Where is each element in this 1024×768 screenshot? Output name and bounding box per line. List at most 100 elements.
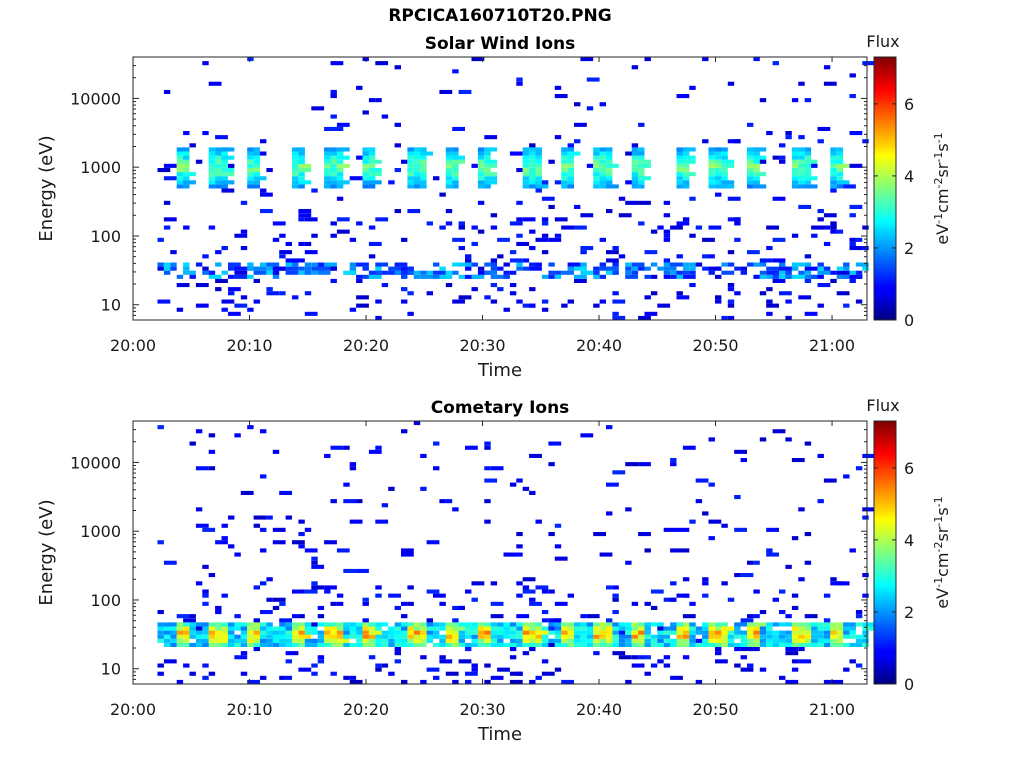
flux-cell [362, 151, 369, 156]
flux-cell [228, 626, 235, 631]
flux-cell [830, 679, 844, 684]
flux-cell [401, 299, 408, 304]
flux-cell [593, 651, 600, 656]
flux-cell [298, 176, 305, 181]
flux-cell [727, 303, 735, 308]
flux-cell [554, 523, 562, 528]
flux-cell [541, 671, 555, 676]
flux-cell [804, 626, 812, 631]
flux-cell [849, 246, 863, 251]
flux-cell [631, 634, 639, 639]
flux-cell [772, 630, 779, 635]
flux-cell [253, 151, 260, 156]
flux-cell [477, 622, 485, 627]
flux-cell [599, 642, 606, 647]
flux-cell [644, 601, 651, 606]
flux-cell [420, 679, 427, 684]
flux-cell [689, 270, 696, 275]
flux-cell [612, 651, 626, 656]
flux-cell [753, 630, 760, 635]
flux-cell [452, 237, 459, 242]
flux-cell [240, 634, 248, 639]
flux-cell [791, 667, 799, 672]
flux-cell [830, 155, 844, 160]
x-tick-label: 20:10 [226, 336, 272, 355]
flux-cell [266, 291, 280, 296]
flux-cell [606, 266, 619, 271]
flux-cell [586, 622, 594, 627]
flux-cell [618, 626, 626, 631]
flux-cell [522, 651, 530, 656]
flux-cell [336, 593, 344, 598]
flux-cell [836, 622, 844, 627]
flux-cell [420, 622, 427, 627]
flux-cell [317, 655, 325, 660]
flux-cell [734, 139, 741, 144]
flux-cell [445, 634, 459, 639]
flux-cell [567, 630, 574, 635]
flux-cell [221, 172, 235, 177]
flux-cell [349, 675, 357, 680]
flux-cell [208, 168, 216, 173]
flux-cell [324, 176, 331, 181]
flux-cell [676, 172, 683, 177]
flux-cell [221, 307, 228, 312]
flux-cell [420, 151, 433, 156]
flux-cell [497, 266, 504, 271]
flux-cell [791, 262, 805, 267]
flux-cell [766, 548, 773, 553]
flux-cell [311, 556, 318, 561]
flux-cell [638, 122, 645, 127]
flux-cell [586, 630, 594, 635]
flux-cell [574, 630, 587, 635]
flux-cell [298, 172, 305, 177]
flux-cell [830, 225, 837, 230]
flux-cell [311, 663, 318, 668]
flux-cell [811, 614, 818, 619]
flux-cell [484, 147, 498, 152]
flux-cell [541, 626, 555, 631]
flux-cell [836, 151, 844, 156]
flux-cell [625, 262, 632, 267]
flux-cell [413, 626, 421, 631]
flux-cell [458, 274, 465, 279]
flux-cell [785, 651, 799, 656]
flux-cell [715, 159, 722, 164]
flux-cell [260, 429, 267, 434]
flux-cell [708, 184, 715, 189]
flux-cell [753, 622, 767, 627]
flux-cell [202, 266, 209, 271]
figure-title: RPCICA160710T20.PNG [388, 6, 612, 26]
x-tick-label: 20:40 [576, 700, 622, 719]
flux-cell [234, 626, 248, 631]
flux-cell [279, 618, 292, 623]
flux-cell [445, 155, 459, 160]
flux-cell [426, 221, 433, 226]
flux-cell [304, 622, 312, 627]
flux-cell [779, 143, 786, 148]
flux-cell [606, 258, 619, 263]
flux-cell [625, 507, 632, 512]
flux-cell [324, 168, 331, 173]
flux-cell [260, 638, 267, 643]
flux-cell [753, 57, 760, 62]
flux-cell [394, 122, 401, 127]
flux-cell [836, 147, 844, 152]
colorbar-tick-label: 0 [904, 675, 914, 694]
flux-cell [266, 287, 273, 292]
flux-cell [676, 548, 690, 553]
plot-frame [132, 420, 868, 685]
flux-cell [420, 155, 427, 160]
flux-cell [849, 131, 863, 136]
flux-cell [721, 151, 728, 156]
flux-cell [791, 642, 799, 647]
flux-cell [234, 638, 241, 643]
flux-cell [228, 311, 241, 316]
flux-cell [766, 638, 773, 643]
flux-cell [266, 642, 273, 647]
flux-cell [413, 642, 421, 647]
flux-cell [516, 81, 523, 86]
flux-cell [330, 499, 337, 504]
flux-cell [612, 315, 626, 320]
flux-cell [682, 270, 690, 275]
